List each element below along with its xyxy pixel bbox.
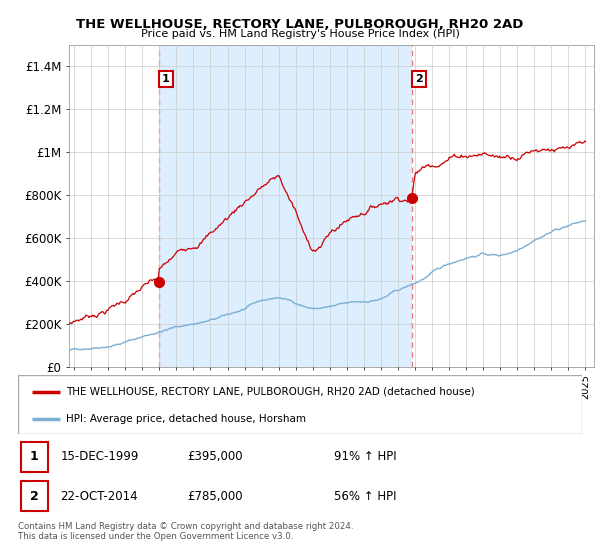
Text: 2: 2 [415,74,423,84]
Text: £395,000: £395,000 [187,450,243,463]
Text: 1: 1 [162,74,170,84]
Text: 22-OCT-2014: 22-OCT-2014 [60,489,138,502]
Text: THE WELLHOUSE, RECTORY LANE, PULBOROUGH, RH20 2AD: THE WELLHOUSE, RECTORY LANE, PULBOROUGH,… [76,18,524,31]
Text: Price paid vs. HM Land Registry's House Price Index (HPI): Price paid vs. HM Land Registry's House … [140,29,460,39]
Text: HPI: Average price, detached house, Horsham: HPI: Average price, detached house, Hors… [66,414,306,424]
Text: Contains HM Land Registry data © Crown copyright and database right 2024.
This d: Contains HM Land Registry data © Crown c… [18,522,353,542]
Text: 91% ↑ HPI: 91% ↑ HPI [334,450,397,463]
FancyBboxPatch shape [21,481,48,511]
Text: 15-DEC-1999: 15-DEC-1999 [60,450,139,463]
Text: 2: 2 [30,489,39,502]
Text: 1: 1 [30,450,39,463]
Text: £785,000: £785,000 [187,489,243,502]
Text: 56% ↑ HPI: 56% ↑ HPI [334,489,397,502]
FancyBboxPatch shape [21,442,48,472]
FancyBboxPatch shape [18,375,582,434]
Bar [158,45,412,367]
Text: THE WELLHOUSE, RECTORY LANE, PULBOROUGH, RH20 2AD (detached house): THE WELLHOUSE, RECTORY LANE, PULBOROUGH,… [66,386,475,396]
